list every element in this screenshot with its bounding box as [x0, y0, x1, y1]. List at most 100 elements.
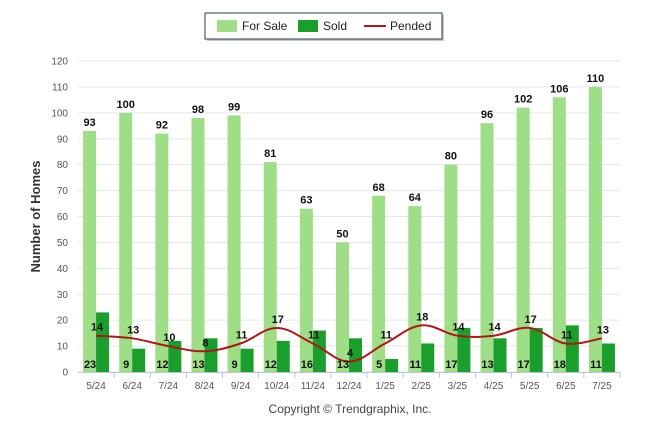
- for-sale-data-label: 80: [445, 151, 457, 163]
- x-tick-label: 9/24: [231, 381, 251, 392]
- legend-label-pended: Pended: [390, 19, 431, 33]
- pended-data-label: 18: [416, 311, 428, 323]
- x-tick-label: 6/25: [556, 381, 576, 392]
- sold-bar: [601, 343, 615, 372]
- x-tick-label: 12/24: [336, 381, 361, 392]
- for-sale-bar: [263, 162, 277, 372]
- for-sale-data-label: 98: [192, 104, 204, 116]
- for-sale-bar: [480, 123, 494, 372]
- for-sale-bar: [444, 164, 458, 372]
- for-sale-data-label: 96: [481, 109, 493, 121]
- y-tick-label: 0: [62, 368, 68, 379]
- pended-data-label: 4: [347, 348, 354, 360]
- for-sale-data-label: 110: [587, 73, 605, 85]
- x-tick-label: 6/24: [122, 381, 142, 392]
- sold-bar: [493, 338, 507, 372]
- sold-data-label: 9: [123, 359, 129, 371]
- pended-data-label: 11: [561, 329, 573, 341]
- pended-data-label: 17: [525, 314, 537, 326]
- sold-bar: [96, 312, 110, 372]
- sold-data-label: 16: [301, 359, 313, 371]
- x-tick-label: 7/25: [592, 381, 612, 392]
- for-sale-data-label: 81: [264, 148, 276, 160]
- sold-bar: [385, 359, 399, 372]
- for-sale-data-label: 68: [373, 182, 385, 194]
- sold-bar: [349, 338, 362, 372]
- sold-data-label: 11: [409, 359, 421, 371]
- legend-label-sold: Sold: [323, 19, 347, 33]
- y-tick-label: 120: [51, 57, 68, 68]
- x-tick-label: 2/25: [412, 381, 432, 392]
- x-tick-label: 4/25: [484, 381, 504, 392]
- for-sale-bar: [516, 107, 530, 373]
- for-sale-data-label: 50: [336, 228, 348, 240]
- y-tick-label: 110: [52, 82, 68, 93]
- y-tick-label: 30: [57, 290, 69, 301]
- for-sale-data-label: 93: [83, 117, 95, 129]
- for-sale-bar: [155, 133, 169, 372]
- sold-data-label: 18: [554, 359, 566, 371]
- for-sale-data-label: 106: [550, 83, 568, 95]
- for-sale-data-label: 63: [300, 195, 312, 207]
- pended-data-label: 13: [597, 324, 609, 336]
- x-tick-label: 7/24: [159, 381, 179, 392]
- y-tick-label: 100: [51, 108, 68, 119]
- sold-data-label: 12: [156, 359, 168, 371]
- y-tick-label: 80: [57, 160, 69, 171]
- for-sale-bar: [119, 112, 133, 372]
- for-sale-bar: [83, 130, 97, 372]
- y-tick-label: 10: [57, 342, 69, 353]
- x-tick-label: 11/24: [301, 381, 326, 392]
- y-tick-label: 20: [57, 316, 69, 327]
- for-sale-bar: [552, 97, 566, 373]
- for-sale-data-label: 92: [156, 120, 168, 132]
- pended-data-label: 10: [163, 332, 175, 344]
- sold-data-label: 11: [590, 359, 602, 371]
- pended-data-label: 14: [452, 322, 465, 334]
- bars: [83, 86, 615, 373]
- x-tick-label: 5/24: [86, 381, 106, 392]
- sold-bar: [457, 327, 471, 372]
- sold-bar: [565, 325, 579, 372]
- sold-bar: [132, 348, 146, 372]
- x-tick-label: 5/25: [520, 381, 540, 392]
- for-sale-data-label: 100: [117, 99, 135, 111]
- sold-bar: [276, 340, 290, 372]
- pended-data-label: 11: [380, 329, 392, 341]
- pended-data-label: 11: [236, 329, 248, 341]
- copyright-text: Copyright © Trendgraphix, Inc.: [269, 402, 432, 416]
- for-sale-bar: [372, 195, 386, 372]
- y-tick-label: 70: [57, 186, 69, 197]
- pended-data-label: 17: [272, 314, 284, 326]
- pended-data-label: 13: [127, 324, 139, 336]
- pended-data-label: 11: [308, 329, 320, 341]
- pended-line: [95, 324, 603, 363]
- pended-data-label: 14: [488, 322, 501, 334]
- axes: 0 10 20 30 40 50 60 70 80 90 100 110 120 5/24 6/24 7/24…: [51, 57, 621, 392]
- legend-label-for-sale: For Sale: [242, 19, 288, 33]
- sold-data-label: 5: [376, 359, 382, 371]
- sold-bar: [240, 348, 254, 372]
- for-sale-data-label: 64: [409, 192, 422, 204]
- pended-data-label: 14: [91, 322, 104, 334]
- legend-box: [204, 12, 443, 40]
- for-sale-data-label: 102: [514, 94, 532, 106]
- for-sale-bar: [588, 86, 602, 373]
- for-sale-data-label: 99: [228, 101, 240, 113]
- x-tick-label: 3/25: [448, 381, 468, 392]
- y-tick-label: 40: [57, 264, 69, 275]
- sold-bar: [421, 343, 435, 372]
- legend: For Sale Sold Pended: [204, 12, 444, 41]
- sold-data-label: 13: [192, 359, 204, 371]
- for-sale-bar: [299, 208, 313, 372]
- for-sale-bar: [408, 206, 422, 372]
- sold-bar: [204, 338, 218, 372]
- y-tick-label: 90: [57, 134, 69, 145]
- for-sale-bar: [336, 242, 349, 372]
- legend-swatch-for-sale: [217, 20, 237, 32]
- for-sale-bar: [191, 118, 205, 373]
- pended-line-path: [95, 324, 603, 363]
- sold-data-label: 13: [481, 359, 493, 371]
- sold-data-label: 12: [265, 359, 277, 371]
